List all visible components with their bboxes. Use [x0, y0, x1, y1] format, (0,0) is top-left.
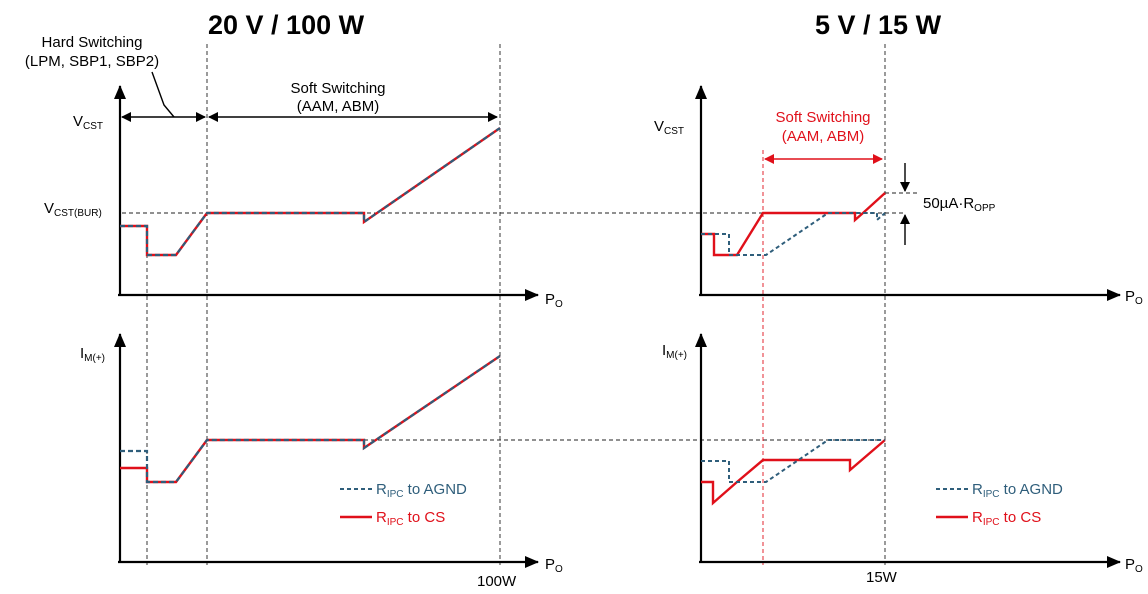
hard-switching-line1: Hard Switching [42, 34, 143, 51]
right-top-curve-cs [701, 192, 886, 257]
left-soft-line2: (AAM, ABM) [297, 98, 380, 115]
left-top-curve-cs [120, 127, 501, 257]
left-xtick-100w: 100W [477, 573, 517, 590]
right-top-xlabel: PO [1125, 288, 1143, 307]
left-legend-cs-label: RIPC to CS [376, 509, 445, 528]
left-soft-line1: Soft Switching [290, 80, 385, 97]
right-top-curve-agnd [701, 212, 886, 256]
left-legend-agnd-label: RIPC to AGND [376, 481, 467, 500]
left-title: 20 V / 100 W [208, 10, 365, 40]
right-bottom-ylabel: IM(+) [662, 342, 687, 361]
right-bottom-curve-cs [701, 439, 886, 506]
right-title: 5 V / 15 W [815, 10, 942, 40]
left-diagram: 20 V / 100 W Hard Switching (LPM, SBP1, … [25, 10, 905, 590]
left-bottom-curve-cs [120, 355, 501, 484]
right-legend-cs-label: RIPC to CS [972, 509, 1041, 528]
left-top-curve-agnd [120, 127, 501, 257]
opp-label: 50µA·ROPP [923, 195, 996, 214]
right-legend: RIPC to AGND RIPC to CS [936, 481, 1063, 528]
right-legend-agnd-label: RIPC to AGND [972, 481, 1063, 500]
left-bottom-xlabel: PO [545, 556, 563, 575]
right-diagram: 5 V / 15 W Soft Switching (AAM, ABM) 50µ… [654, 10, 1143, 586]
right-bottom-curve-agnd [701, 439, 885, 483]
hard-switching-pointer [151, 71, 175, 118]
left-soft-switching-label: Soft Switching (AAM, ABM) [290, 80, 385, 115]
right-soft-switching-label: Soft Switching (AAM, ABM) [775, 109, 870, 145]
right-bottom-xlabel: PO [1125, 556, 1143, 575]
right-top-ylabel: VCST [654, 118, 684, 137]
left-bottom-curve-agnd [120, 355, 501, 484]
left-legend: RIPC to AGND RIPC to CS [340, 481, 467, 528]
right-xtick-15w: 15W [866, 569, 898, 586]
right-soft-line2: (AAM, ABM) [782, 128, 865, 145]
vcst-bur-label: VCST(BUR) [44, 200, 102, 219]
left-top-ylabel: VCST [73, 113, 103, 132]
right-soft-line1: Soft Switching [775, 109, 870, 126]
left-top-xlabel: PO [545, 291, 563, 310]
left-bottom-ylabel: IM(+) [80, 345, 105, 364]
hard-switching-label: Hard Switching (LPM, SBP1, SBP2) [25, 34, 175, 118]
hard-switching-line2: (LPM, SBP1, SBP2) [25, 53, 159, 70]
